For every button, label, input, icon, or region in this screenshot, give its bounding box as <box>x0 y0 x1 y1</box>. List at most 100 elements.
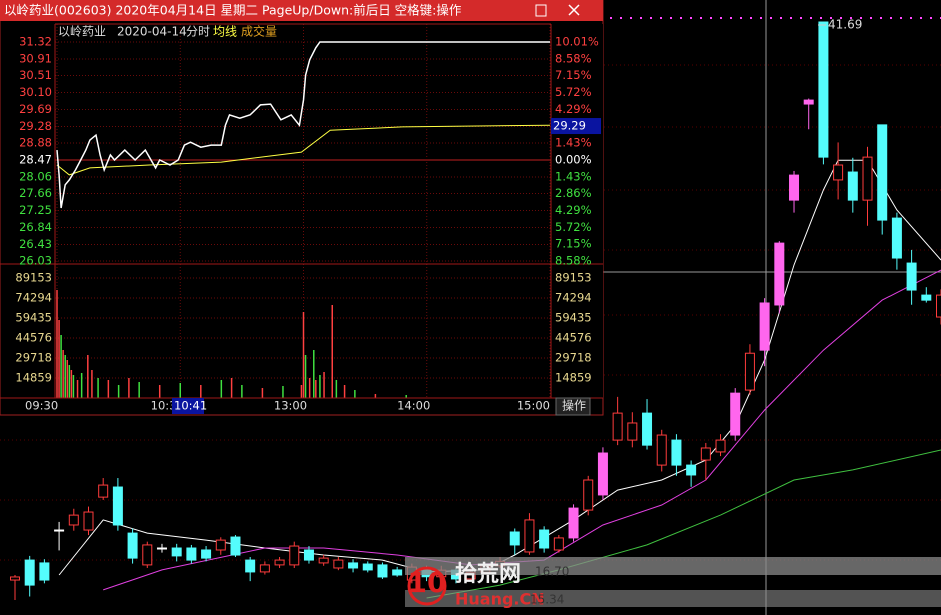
y2-tick-label: 4.29% <box>555 102 592 116</box>
right-axis <box>551 24 603 398</box>
y-tick-label: 26.43 <box>19 237 52 251</box>
candle-body <box>377 564 388 578</box>
avg-label: 均线 <box>213 25 237 39</box>
volume-tick-label: 59435 <box>15 311 52 325</box>
y2-tick-label: 5.72% <box>555 85 592 99</box>
candle-body <box>245 559 256 573</box>
window-title: 以岭药业(002603) 2020年04月14日 星期二 PageUp/Down… <box>4 3 462 18</box>
price-marker-label: 29.29 <box>553 119 586 133</box>
candle-body <box>171 547 182 557</box>
price-line <box>56 41 550 209</box>
candle-body <box>127 532 138 559</box>
y2-tick-label: 5.72% <box>555 220 592 234</box>
candle-body <box>392 569 403 576</box>
y-tick-label: 27.25 <box>19 203 52 217</box>
candle-body <box>936 294 941 318</box>
candle-body <box>833 164 844 181</box>
candle-body <box>539 529 550 549</box>
candle-body <box>744 352 755 391</box>
volume-tick-label: 74294 <box>555 291 592 305</box>
price-marker-box <box>551 118 601 135</box>
y-tick-label: 28.06 <box>19 169 52 183</box>
candle-body <box>289 545 300 566</box>
candle-body <box>524 519 535 553</box>
candle-body <box>847 171 858 201</box>
popup-window: 以岭药业(002603) 2020年04月14日 星期二 PageUp/Down… <box>0 0 604 416</box>
y-tick-label: 27.66 <box>19 186 52 200</box>
candle-body <box>642 412 653 446</box>
close-button[interactable] <box>568 4 580 16</box>
candle-body <box>215 539 226 551</box>
cursor-time-label: 10:41 <box>174 399 207 413</box>
y2-tick-label: 2.86% <box>555 186 592 200</box>
volume-tick-label: 74294 <box>15 291 52 305</box>
moving-average <box>103 269 941 591</box>
volume-tick-label: 14859 <box>15 370 52 384</box>
candle-body <box>201 549 212 559</box>
candle-body <box>612 412 623 441</box>
watermark: 10 拾荒网 Huang.CN 16.70 15.34 <box>405 557 941 609</box>
mode: 分时 <box>186 25 210 39</box>
y-tick-label: 29.28 <box>19 119 52 133</box>
label-band <box>405 557 941 575</box>
logo-ring <box>407 566 447 606</box>
candle-body <box>54 529 65 532</box>
date: 2020-04-14 <box>117 25 187 39</box>
candle-body <box>230 536 241 556</box>
candle-body <box>10 576 20 581</box>
y-tick-label: 26.84 <box>19 220 52 234</box>
candle-body <box>318 557 329 564</box>
candle-body <box>39 562 50 581</box>
volume-tick-label: 14859 <box>555 370 592 384</box>
candle-body <box>274 559 285 566</box>
restore-button[interactable] <box>535 4 547 17</box>
x-tick-label: 13:00 <box>274 399 307 413</box>
y-tick-label: 30.51 <box>19 68 52 82</box>
high-label: 41.69 <box>828 18 862 32</box>
site-name: 拾荒网 <box>455 561 521 587</box>
candle-body <box>774 242 785 306</box>
candle-body <box>303 549 314 561</box>
y2-tick-label: 10.01% <box>555 35 599 49</box>
y2-tick-label: 7.15% <box>555 237 592 251</box>
vol-label: 成交量 <box>241 24 277 39</box>
x-tick-label: 14:00 <box>397 399 430 413</box>
candle-body <box>686 464 697 476</box>
candle-body <box>142 544 153 566</box>
action-label[interactable]: 操作 <box>562 398 586 413</box>
y2-tick-label: 4.29% <box>555 203 592 217</box>
candle-body <box>362 563 373 571</box>
candle-body <box>98 484 109 498</box>
candle-body <box>333 559 344 569</box>
candle-body <box>348 562 359 569</box>
y2-tick-label: 8.58% <box>555 254 592 268</box>
y-tick-label: 30.91 <box>19 51 52 65</box>
candle-body <box>671 439 682 466</box>
candle-body <box>715 439 726 453</box>
candle-body <box>553 537 564 551</box>
candle-body <box>259 564 270 573</box>
marker-label: 16.70 <box>535 565 569 579</box>
popup-frame <box>0 0 604 416</box>
stock-name: 以岭药业 <box>58 25 106 39</box>
moving-average <box>426 449 941 599</box>
site-url: Huang.CN <box>455 590 545 609</box>
candle-body <box>112 486 123 526</box>
volume-tick-label: 89153 <box>15 271 52 285</box>
volume-tick-label: 89153 <box>555 271 592 285</box>
candle-body <box>186 547 197 561</box>
candle-body <box>700 447 711 461</box>
y2-tick-label: 1.43% <box>555 169 592 183</box>
candle-body <box>583 479 594 511</box>
cursor-time-box <box>172 398 204 414</box>
y2-tick-label: 8.58% <box>555 51 592 65</box>
y-tick-label: 30.10 <box>19 85 52 99</box>
candle-body <box>862 156 873 201</box>
action-button[interactable] <box>555 397 591 416</box>
x-tick-label: 15:00 <box>517 399 550 413</box>
candle-body <box>891 217 902 259</box>
y-tick-label: 29.69 <box>19 102 52 116</box>
candle-body <box>789 174 800 201</box>
label-band <box>405 590 941 607</box>
